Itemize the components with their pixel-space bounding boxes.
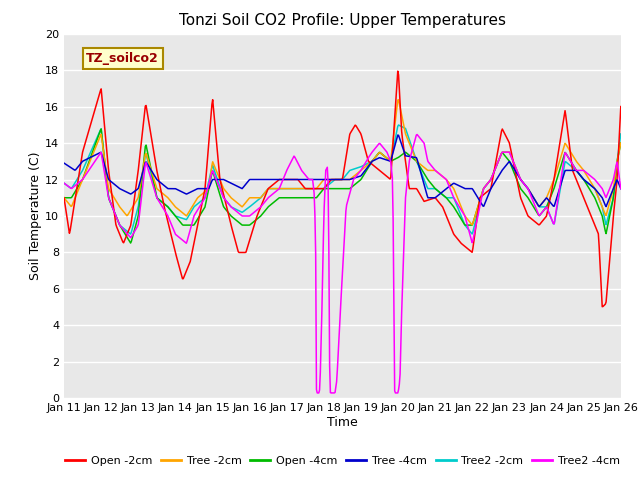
Title: Tonzi Soil CO2 Profile: Upper Temperatures: Tonzi Soil CO2 Profile: Upper Temperatur… xyxy=(179,13,506,28)
Y-axis label: Soil Temperature (C): Soil Temperature (C) xyxy=(29,152,42,280)
Text: TZ_soilco2: TZ_soilco2 xyxy=(86,52,159,65)
X-axis label: Time: Time xyxy=(327,416,358,429)
Legend: Open -2cm, Tree -2cm, Open -4cm, Tree -4cm, Tree2 -2cm, Tree2 -4cm: Open -2cm, Tree -2cm, Open -4cm, Tree -4… xyxy=(61,451,624,470)
